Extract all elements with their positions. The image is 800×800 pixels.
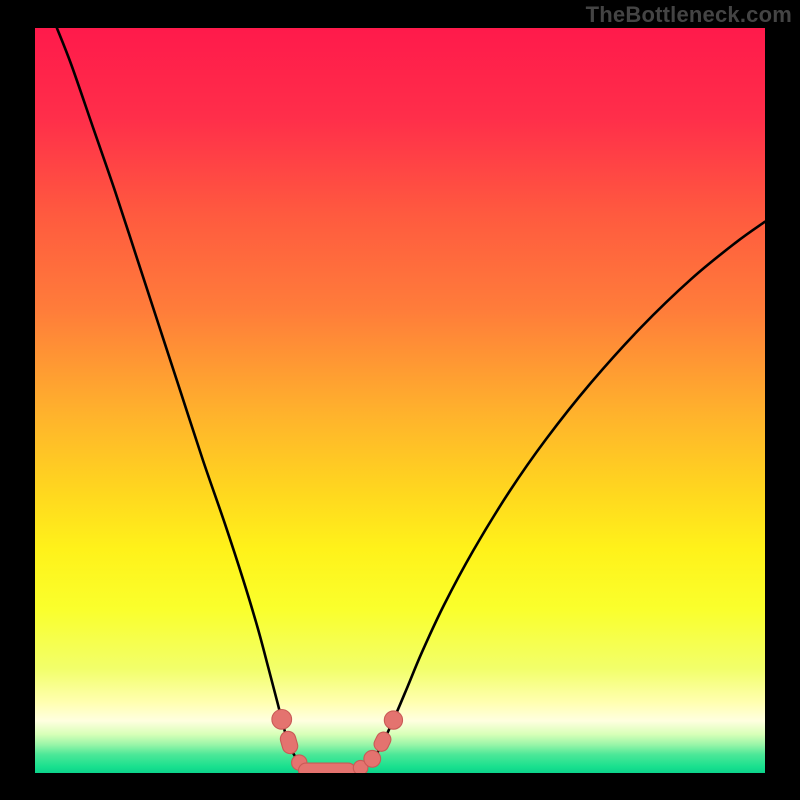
marker-circle xyxy=(272,710,292,730)
plot-background xyxy=(35,28,765,773)
marker-circle xyxy=(384,711,402,729)
marker-circle xyxy=(364,750,381,767)
chart-stage: TheBottleneck.com xyxy=(0,0,800,800)
bottleneck-chart-svg xyxy=(0,0,800,800)
